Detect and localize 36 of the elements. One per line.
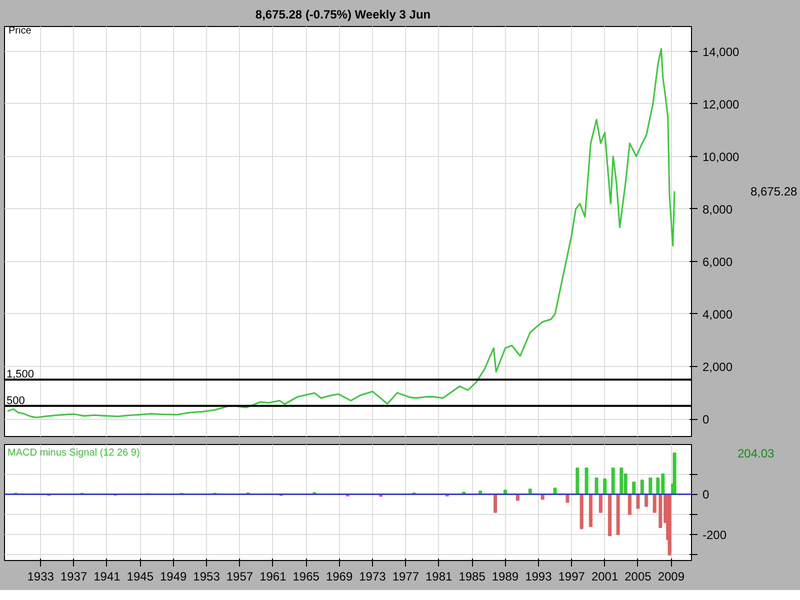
x-tick-label: 1957 xyxy=(226,570,254,584)
x-tick-label: 1937 xyxy=(60,570,88,584)
x-tick-label: 1977 xyxy=(392,570,420,584)
y-tick-label: 14,000 xyxy=(702,44,740,59)
x-tick-label: 2009 xyxy=(658,570,685,584)
x-tick-label: 1961 xyxy=(260,570,287,584)
x-tick-label: 1969 xyxy=(326,570,353,584)
text: 204.03 xyxy=(738,446,775,460)
ref-line-label: 500 xyxy=(6,394,25,407)
y-tick-label: -200 xyxy=(702,528,727,542)
x-tick-label: 1953 xyxy=(193,570,220,584)
x-tick-label: 1981 xyxy=(426,570,453,584)
x-tick-label: 1973 xyxy=(359,570,386,584)
x-tick-label: 1933 xyxy=(27,570,54,584)
y-tick-label: 8,000 xyxy=(702,202,733,216)
x-tick-label: 1941 xyxy=(94,570,121,584)
x-tick-label: 1965 xyxy=(292,570,320,584)
x-tick-label: 1989 xyxy=(492,570,519,584)
y-tick-label: 0 xyxy=(702,488,710,502)
text: 8,675.28 xyxy=(750,184,798,199)
x-tick-label: 1993 xyxy=(525,570,552,584)
y-tick-label: 4,000 xyxy=(702,307,733,322)
y-tick-label: 10,000 xyxy=(702,150,740,164)
x-tick-label: 2005 xyxy=(624,570,652,584)
y-tick-label: 0 xyxy=(702,412,710,427)
y-tick-label: 6,000 xyxy=(702,254,733,269)
y-tick-label: 12,000 xyxy=(702,97,740,112)
x-tick-label: 1945 xyxy=(126,570,154,584)
ref-line-label: 1,500 xyxy=(6,368,34,381)
x-tick-label: 2001 xyxy=(591,570,618,584)
chart-title: MACD minus Signal (12 26 9) xyxy=(8,448,140,458)
x-tick-label: 1949 xyxy=(160,570,188,584)
x-tick-label: 1997 xyxy=(558,570,586,584)
y-tick-label: 2,000 xyxy=(702,360,733,374)
chart-title: 8,675.28 (-0.75%) Weekly 3 Jun xyxy=(255,8,431,22)
x-tick-label: 1985 xyxy=(458,570,486,584)
